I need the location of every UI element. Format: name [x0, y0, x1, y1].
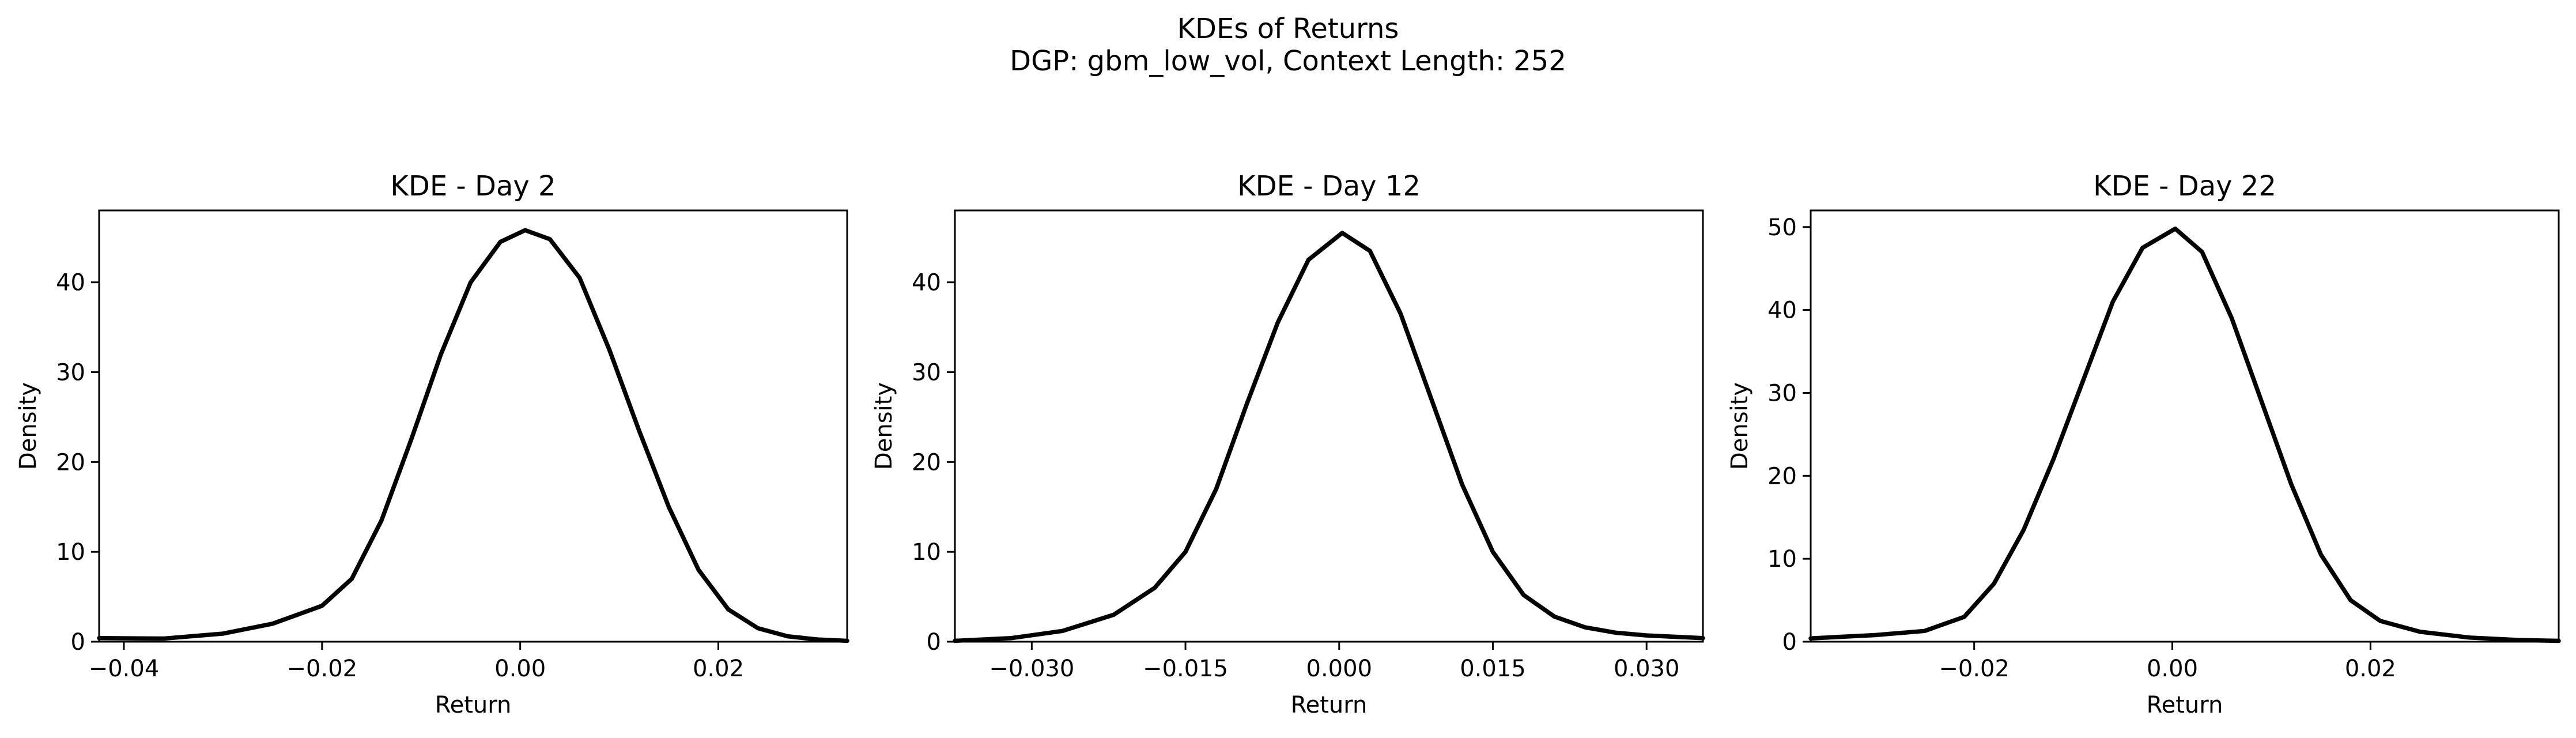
y-axis-label: Density [1727, 382, 1753, 470]
y-tick-label: 30 [912, 360, 941, 386]
panel-title: KDE - Day 22 [2093, 170, 2276, 202]
panel-title: KDE - Day 2 [390, 170, 556, 202]
y-tick-label: 40 [1767, 298, 1797, 324]
kde-panel-1: KDE - Day 2 −0.04 −0.02 0.00 0.02 0 10 20 30 40 Re… [15, 170, 849, 718]
kde-curve [953, 231, 1705, 643]
x-tick-label: 0.030 [1614, 656, 1680, 682]
panels: KDE - Day 2 −0.04 −0.02 0.00 0.02 0 10 20 30 40 Re… [15, 170, 2561, 718]
x-tick-label: −0.02 [287, 656, 358, 682]
y-tick-label: 30 [56, 360, 85, 386]
x-axis-label: Return [1291, 692, 1368, 718]
x-tick-label: 0.02 [693, 656, 744, 682]
y-tick-label: 0 [927, 629, 941, 656]
kde-panel-2: KDE - Day 12 −0.030 −0.015 0.000 0.015 0.030 0… [871, 170, 1705, 718]
y-axis-label: Density [15, 382, 41, 470]
y-tick-label: 0 [1782, 629, 1797, 656]
kde-curve [1808, 226, 2561, 643]
axes-frame [954, 209, 1704, 643]
y-tick-label: 20 [1767, 463, 1797, 490]
y-tick-label: 40 [912, 270, 941, 296]
x-axis-label: Return [2147, 692, 2223, 718]
x-tick-label: 0.000 [1306, 656, 1373, 682]
x-tick-label: −0.030 [989, 656, 1074, 682]
x-tick-label: −0.04 [89, 656, 160, 682]
y-tick-label: 0 [71, 629, 85, 656]
y-tick-label: 50 [1767, 214, 1797, 241]
figure-title-line1: KDEs of Returns [1177, 13, 1399, 45]
y-tick-label: 30 [1767, 380, 1797, 406]
x-tick-label: 0.00 [2147, 656, 2198, 682]
y-axis-label: Density [871, 382, 897, 470]
x-tick-label: 0.015 [1460, 656, 1526, 682]
x-tick-label: 0.02 [2345, 656, 2396, 682]
y-tick-label: 20 [912, 449, 941, 476]
x-axis-label: Return [435, 692, 512, 718]
kde-panel-3: KDE - Day 22 −0.02 0.00 0.02 0 10 20 30 40 50 Retu… [1727, 170, 2561, 718]
kde-curve [97, 228, 849, 643]
figure-title-line2: DGP: gbm_low_vol, Context Length: 252 [1010, 45, 1566, 77]
axes-frame [98, 209, 848, 643]
x-tick-label: −0.015 [1143, 656, 1228, 682]
y-tick-label: 10 [912, 539, 941, 566]
x-tick-label: 0.00 [494, 656, 546, 682]
y-tick-label: 10 [56, 539, 85, 566]
panel-title: KDE - Day 12 [1237, 170, 1421, 202]
y-tick-label: 40 [56, 270, 85, 296]
y-tick-label: 20 [56, 449, 85, 476]
axes-frame [1810, 209, 2560, 643]
y-tick-label: 10 [1767, 546, 1797, 573]
x-tick-label: −0.02 [1939, 656, 2010, 682]
